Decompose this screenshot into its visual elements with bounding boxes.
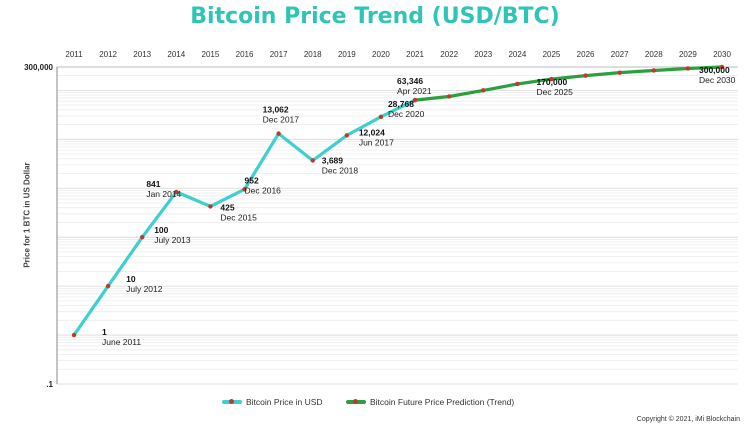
x-tick-label: 2025 xyxy=(543,50,561,59)
x-tick-label: 2026 xyxy=(577,50,595,59)
x-tick-label: 2027 xyxy=(611,50,629,59)
x-tick-label: 2013 xyxy=(133,50,151,59)
data-point-prediction xyxy=(583,73,588,78)
copyright-text: Copyright © 2021, iMi Blockchain xyxy=(636,416,740,423)
x-tick-label: 2019 xyxy=(338,50,356,59)
y-tick-label: 300,000 xyxy=(24,63,53,72)
data-point-prediction xyxy=(617,70,622,75)
data-label-date: Dec 2020 xyxy=(388,109,425,119)
data-point-price xyxy=(71,332,77,338)
data-point-price xyxy=(174,189,179,195)
x-tick-label: 2018 xyxy=(304,50,322,59)
data-label-date: Jun 2017 xyxy=(359,137,394,147)
data-point-price xyxy=(344,133,350,138)
legend-item-prediction: Bitcoin Future Price Prediction (Trend) xyxy=(346,397,514,407)
y-tick-label: .1 xyxy=(46,380,53,389)
data-label-value: 13,062 xyxy=(263,105,289,115)
data-label-date: Apr 2021 xyxy=(397,86,432,96)
data-label-value: 100 xyxy=(154,225,168,235)
data-point-prediction xyxy=(719,64,725,70)
series-line-prediction xyxy=(413,65,724,102)
data-label-date: July 2013 xyxy=(154,235,191,245)
data-label-value: 1 xyxy=(102,327,107,337)
data-point-prediction xyxy=(651,68,656,73)
x-tick-label: 2021 xyxy=(406,50,424,59)
data-point-prediction xyxy=(446,94,452,99)
legend-label-price: Bitcoin Price in USD xyxy=(246,397,323,407)
data-point-price xyxy=(276,131,281,136)
data-point-prediction xyxy=(481,88,486,93)
x-tick-label: 2022 xyxy=(440,50,458,59)
data-label-value: 952 xyxy=(245,175,259,185)
data-label-date: Dec 2017 xyxy=(263,115,300,125)
x-tick-label: 2015 xyxy=(202,50,220,59)
x-tick-label: 2017 xyxy=(270,50,288,59)
data-label-date: Dec 2015 xyxy=(220,212,257,222)
data-label-value: 63,346 xyxy=(397,76,423,86)
legend-swatch-prediction xyxy=(346,399,366,404)
chart-title: Bitcoin Price Trend (USD/BTC) xyxy=(190,4,560,29)
data-label-date: Dec 2030 xyxy=(699,75,736,85)
data-label-value: 10 xyxy=(126,274,136,284)
data-label-value: 841 xyxy=(146,179,160,189)
x-tick-label: 2024 xyxy=(508,50,526,59)
data-label-value: 300,000 xyxy=(699,65,730,75)
legend-swatch-price xyxy=(222,399,242,404)
x-tick-label: 2014 xyxy=(167,50,185,59)
data-label-value: 28,768 xyxy=(388,99,414,109)
data-point-price xyxy=(105,283,111,289)
data-label-date: July 2012 xyxy=(126,284,163,294)
data-label-date: June 2011 xyxy=(102,337,141,347)
data-label-value: 170,000 xyxy=(536,77,567,87)
data-point-prediction xyxy=(515,81,520,87)
legend-label-prediction: Bitcoin Future Price Prediction (Trend) xyxy=(370,397,515,407)
x-tick-label: 2028 xyxy=(645,50,663,59)
y-axis-label: Price for 1 BTC in US Dollar xyxy=(22,162,32,268)
x-tick-label: 2011 xyxy=(65,50,83,59)
data-label-value: 425 xyxy=(220,202,234,212)
x-tick-label: 2016 xyxy=(236,50,254,59)
data-label-value: 3,689 xyxy=(322,155,344,165)
data-point-price xyxy=(310,158,315,163)
x-tick-label: 2030 xyxy=(713,50,731,59)
data-point-prediction xyxy=(549,76,554,82)
data-point-prediction xyxy=(412,97,418,103)
legend-item-price: Bitcoin Price in USD xyxy=(222,397,323,407)
data-label-date: Jan 2014 xyxy=(146,189,181,199)
data-point-price xyxy=(208,204,213,209)
x-tick-label: 2012 xyxy=(99,50,117,59)
data-label-date: Dec 2016 xyxy=(245,185,282,195)
data-label-date: Dec 2025 xyxy=(536,87,573,97)
data-label-value: 12,024 xyxy=(359,127,385,137)
data-point-price xyxy=(242,187,247,192)
x-tick-label: 2023 xyxy=(474,50,492,59)
data-point-price xyxy=(378,114,384,120)
x-tick-label: 2020 xyxy=(372,50,390,59)
data-point-prediction xyxy=(685,66,691,71)
x-tick-label: 2029 xyxy=(679,50,697,59)
data-label-date: Dec 2018 xyxy=(322,165,359,175)
data-point-price xyxy=(140,234,145,240)
